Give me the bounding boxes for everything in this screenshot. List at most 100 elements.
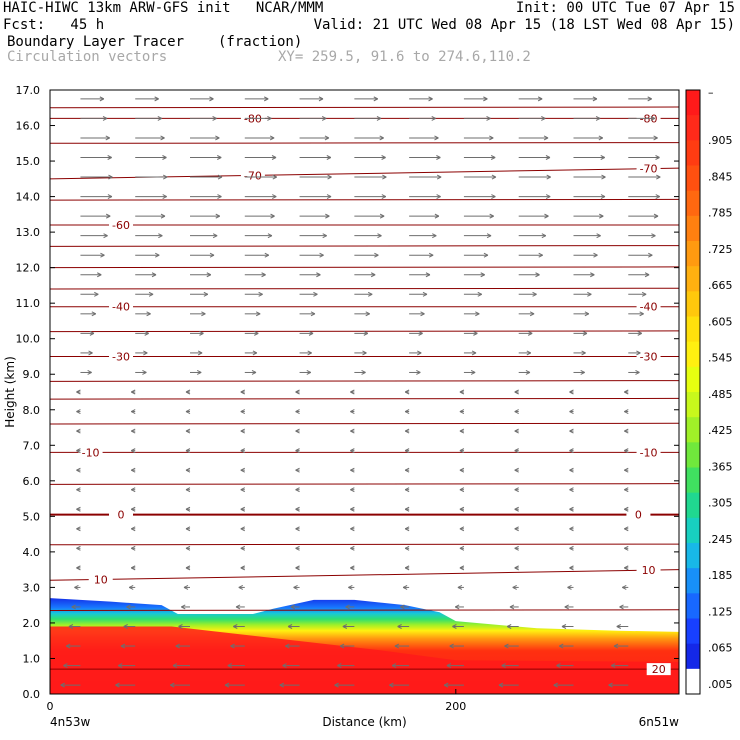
- wind-vector: [190, 194, 222, 200]
- wind-vector: [354, 96, 378, 102]
- wind-vector: [354, 174, 387, 180]
- wind-vector: [628, 330, 642, 336]
- wind-vector: [559, 643, 574, 649]
- wind-vector: [130, 506, 136, 512]
- wind-vector: [287, 624, 300, 629]
- wind-vector: [564, 604, 574, 610]
- y-tick-label: 0.0: [23, 688, 41, 701]
- wind-vector: [459, 545, 465, 551]
- wind-vector: [240, 506, 246, 512]
- wind-vector: [397, 624, 410, 629]
- wind-vector: [569, 565, 574, 571]
- wind-vector: [354, 272, 376, 278]
- y-tick-label: 14.0: [16, 191, 41, 204]
- wind-vector: [244, 135, 275, 141]
- wind-vector: [404, 526, 410, 532]
- wind-vector: [299, 233, 327, 239]
- y-tick-label: 17.0: [16, 84, 41, 97]
- wind-vector: [172, 663, 191, 669]
- wind-vector: [624, 545, 629, 551]
- wind-vector: [354, 135, 384, 141]
- colorbar-swatch: [686, 90, 700, 116]
- wind-vector: [463, 252, 489, 258]
- wind-vector: [240, 448, 246, 454]
- colorbar-swatch: [686, 517, 700, 544]
- colorbar-label: .485: [708, 388, 733, 401]
- wind-vector: [244, 311, 261, 317]
- contour-label-bg: [636, 350, 661, 363]
- wind-vector: [409, 96, 433, 102]
- wind-vector: [170, 682, 191, 688]
- wind-vector: [628, 115, 656, 121]
- wind-vector: [463, 194, 496, 200]
- wind-vector: [628, 252, 653, 258]
- wind-vector: [391, 663, 410, 669]
- header-line1-left: HAIC-HIWC 13km ARW-GFS init NCAR/MMM: [3, 0, 324, 16]
- wind-vector: [446, 663, 464, 669]
- contour-label: -70: [640, 163, 658, 176]
- wind-vector: [463, 291, 482, 297]
- colorbar-label: .365: [708, 460, 733, 473]
- wind-vector: [514, 526, 519, 532]
- x-end-label-left: 4n53w: [50, 715, 91, 729]
- wind-vector: [123, 624, 136, 629]
- wind-vector: [244, 233, 273, 239]
- wind-vector: [459, 409, 465, 414]
- wind-vector: [463, 330, 478, 336]
- wind-vector: [394, 643, 410, 649]
- wind-vector: [409, 311, 425, 317]
- wind-vector: [244, 96, 269, 102]
- wind-vector: [404, 487, 410, 493]
- wind-vector: [63, 663, 81, 669]
- wind-vector: [561, 624, 574, 629]
- wind-vector: [409, 174, 442, 180]
- wind-vector: [518, 96, 543, 102]
- wind-vector: [409, 330, 423, 336]
- wind-vector: [463, 272, 485, 278]
- contour-label-bg: [109, 219, 134, 232]
- wind-vector: [350, 487, 355, 493]
- wind-vector: [514, 448, 519, 454]
- y-axis-label: Height (km): [3, 356, 17, 427]
- temperature-contours: -80 -80-70-70-60-40 -40-30 -30-10 -100 010102…: [50, 106, 679, 676]
- colorbar-label: .425: [708, 424, 733, 437]
- wind-vector: [190, 350, 203, 356]
- wind-vector: [569, 448, 574, 454]
- vector-label: Circulation vectors: [7, 49, 168, 65]
- wind-vector: [244, 213, 275, 219]
- wind-vector: [339, 643, 355, 649]
- wind-vector: [569, 389, 574, 395]
- y-tick-label: 6.0: [23, 475, 41, 488]
- wind-vector: [244, 272, 266, 278]
- contour-label-bg: [636, 300, 661, 313]
- wind-vector: [185, 467, 191, 473]
- wind-vector: [185, 409, 191, 414]
- wind-vector: [80, 115, 108, 121]
- y-tick-label: 5.0: [23, 510, 41, 523]
- wind-vector: [135, 330, 149, 336]
- wind-vector: [459, 565, 465, 571]
- y-tick-label: 8.0: [23, 404, 41, 417]
- wind-vector: [628, 96, 652, 102]
- wind-vector: [354, 155, 386, 160]
- colorbar-swatch: [686, 467, 700, 494]
- wind-vector: [504, 643, 519, 649]
- colorbar-swatch: [686, 568, 700, 594]
- wind-vector: [463, 155, 496, 160]
- wind-vector: [244, 252, 270, 258]
- wind-vector: [628, 233, 656, 239]
- colorbar-label: .605: [708, 315, 733, 328]
- wind-vector: [573, 233, 601, 239]
- wind-vector: [573, 96, 598, 102]
- wind-vector: [299, 272, 321, 278]
- wind-vector: [240, 428, 246, 434]
- wind-vector: [130, 526, 136, 532]
- wind-vector: [628, 174, 661, 180]
- wind-vector: [185, 506, 191, 512]
- wind-vector: [76, 487, 81, 493]
- wind-vector: [68, 624, 81, 629]
- wind-vector: [130, 448, 136, 454]
- wind-vector: [573, 350, 586, 356]
- wind-vector: [514, 409, 519, 414]
- wind-vector: [80, 252, 105, 258]
